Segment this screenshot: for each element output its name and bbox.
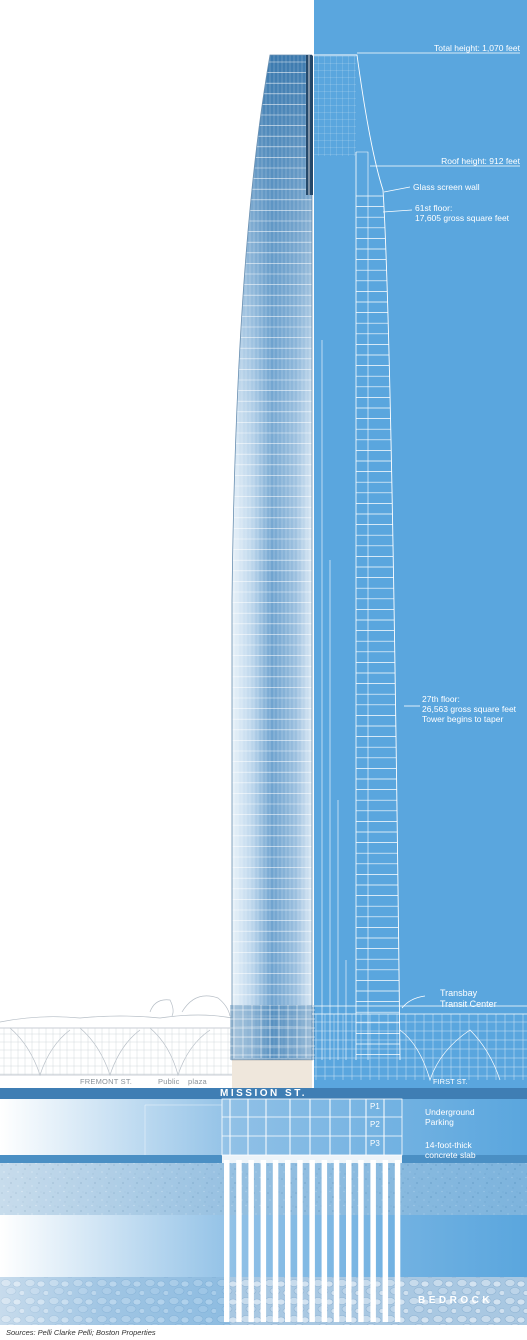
label-glass-screen-wall: Glass screen wall (413, 182, 480, 192)
label-concrete-slab: 14-foot-thick concrete slab (425, 1140, 476, 1160)
label-61st-floor-title: 61st floor: (415, 203, 453, 213)
label-61st-floor: 61st floor: 17,605 gross square feet (415, 203, 509, 223)
label-27th-floor-area: 26,563 gross square feet (422, 704, 517, 714)
label-mission-st: MISSION ST. (220, 1088, 307, 1099)
label-transbay-line2: Transit Center (440, 999, 497, 1009)
label-roof-height: Roof height: 912 feet (441, 156, 520, 166)
label-p1: P1 (370, 1102, 380, 1111)
mission-street-band (0, 1088, 527, 1099)
section-background-panel (314, 0, 527, 1090)
label-total-height: Total height: 1,070 feet (433, 43, 520, 53)
label-transbay-line1: Transbay (440, 988, 478, 998)
label-slab-line1: 14-foot-thick (425, 1140, 472, 1150)
label-parking-line2: Parking (425, 1117, 454, 1127)
label-parking-line1: Underground (425, 1107, 475, 1117)
leader-lines (357, 52, 520, 1153)
label-public: Public (158, 1077, 180, 1086)
label-27th-floor-title: 27th floor: (422, 694, 460, 704)
tower-facade (231, 54, 313, 1061)
label-bedrock: BEDROCK (418, 1295, 494, 1306)
label-transbay: Transbay Transit Center (440, 988, 497, 1010)
label-plaza: plaza (188, 1077, 207, 1086)
label-p2: P2 (370, 1120, 380, 1129)
tower-podium (230, 1005, 315, 1060)
label-27th-floor: 27th floor: 26,563 gross square feet Tow… (422, 694, 516, 724)
label-fremont-st: FREMONT ST. (80, 1077, 133, 1086)
label-underground-parking: Underground Parking (425, 1107, 475, 1127)
label-p3: P3 (370, 1139, 380, 1148)
sources-note: Sources: Pelli Clarke Pelli; Boston Prop… (6, 1328, 156, 1337)
label-slab-line2: concrete slab (425, 1150, 476, 1160)
label-first-st: FIRST ST. (433, 1077, 468, 1086)
label-61st-floor-area: 17,605 gross square feet (415, 213, 510, 223)
label-taper-note: Tower begins to taper (422, 714, 504, 724)
